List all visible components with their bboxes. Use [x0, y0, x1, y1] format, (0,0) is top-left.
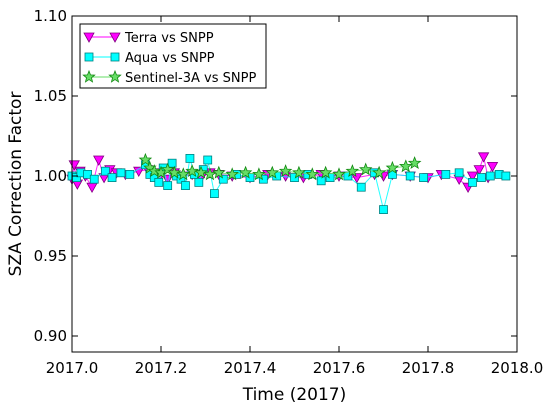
- data-point: [356, 182, 366, 192]
- data-point: [212, 165, 226, 179]
- data-point: [419, 173, 428, 183]
- data-point: [485, 171, 495, 181]
- data-point: [258, 174, 268, 184]
- y-tick-label: 0.90: [34, 327, 67, 345]
- data-point: [133, 166, 145, 178]
- data-point: [176, 167, 191, 181]
- data-point: [185, 164, 199, 178]
- data-point: [407, 156, 422, 170]
- data-point: [379, 205, 388, 215]
- data-point: [116, 168, 126, 178]
- data-point: [345, 164, 360, 178]
- data-point: [292, 165, 306, 179]
- data-point: [83, 169, 92, 179]
- data-point: [167, 158, 177, 168]
- data-point: [305, 167, 320, 181]
- data-point: [351, 173, 363, 184]
- data-point: [185, 153, 195, 163]
- data-point: [160, 162, 175, 176]
- data-point: [238, 165, 253, 179]
- data-point: [100, 166, 110, 176]
- data-point: [209, 189, 219, 199]
- data-point: [398, 159, 413, 173]
- data-point: [358, 162, 373, 176]
- legend-marker: [83, 32, 95, 43]
- data-point: [125, 169, 135, 179]
- data-point: [203, 167, 217, 181]
- axis-ticks: 2017.0 2017.2 2017.4 2017.6 2017.8 2018.0 0.90…: [34, 7, 544, 377]
- x-tick-label: 2017.8: [402, 359, 455, 377]
- x-tick-label: 2017.6: [313, 359, 366, 377]
- data-point: [473, 165, 485, 176]
- y-tick-label: 1.00: [34, 167, 67, 185]
- series-3: [138, 152, 422, 181]
- data-point: [290, 173, 299, 183]
- data-point: [441, 169, 451, 179]
- legend-marker: [109, 32, 121, 43]
- legend-label: Sentinel-3A vs SNPP: [125, 71, 256, 86]
- data-point: [218, 174, 228, 184]
- data-point: [147, 164, 162, 178]
- data-point: [318, 165, 333, 179]
- x-tick-label: 2018.0: [491, 359, 544, 377]
- data-point: [167, 165, 182, 179]
- data-point: [385, 160, 400, 174]
- x-tick-label: 2017.0: [46, 359, 99, 377]
- x-axis-label: Time (2017): [242, 385, 347, 405]
- data-point: [154, 177, 164, 187]
- data-point: [332, 167, 346, 181]
- x-tick-label: 2017.2: [135, 359, 188, 377]
- data-point: [225, 167, 239, 181]
- data-point: [265, 165, 280, 179]
- data-point: [405, 171, 415, 181]
- data-point: [316, 176, 326, 186]
- data-point: [194, 165, 208, 179]
- data-point: [466, 171, 479, 182]
- legend-marker: [110, 52, 120, 62]
- data-point: [194, 177, 204, 187]
- legend-marker: [82, 69, 96, 83]
- y-tick-label: 1.05: [34, 87, 67, 105]
- data-point: [89, 174, 99, 184]
- data-point: [181, 181, 190, 191]
- data-point: [468, 177, 477, 187]
- data-point: [477, 152, 490, 163]
- legend-marker: [108, 69, 122, 83]
- data-point: [252, 167, 266, 181]
- data-point: [138, 152, 153, 166]
- legend-marker: [84, 52, 94, 62]
- series-line: [71, 158, 507, 210]
- data-point: [86, 182, 98, 194]
- data-point: [203, 155, 213, 165]
- data-point: [454, 168, 464, 178]
- plot-marks: [66, 152, 511, 215]
- plot-frame: [71, 15, 518, 353]
- data-point: [93, 155, 105, 166]
- x-tick-label: 2017.4: [224, 359, 277, 377]
- legend-label: Terra vs SNPP: [124, 31, 214, 46]
- legend-label: Aqua vs SNPP: [125, 51, 215, 66]
- data-point: [163, 181, 173, 191]
- data-point: [501, 171, 511, 181]
- y-tick-label: 1.10: [34, 7, 67, 25]
- legend: Terra vs SNPP Aqua vs SNPP Sentinel-3A vs …: [79, 23, 267, 89]
- y-tick-label: 0.95: [34, 247, 67, 265]
- data-point: [107, 173, 117, 183]
- y-axis-label: SZA Correction Factor: [6, 92, 26, 277]
- data-point: [278, 164, 293, 177]
- data-point: [476, 173, 486, 183]
- data-point: [486, 161, 499, 173]
- series-2: [67, 153, 511, 215]
- data-point: [372, 165, 386, 179]
